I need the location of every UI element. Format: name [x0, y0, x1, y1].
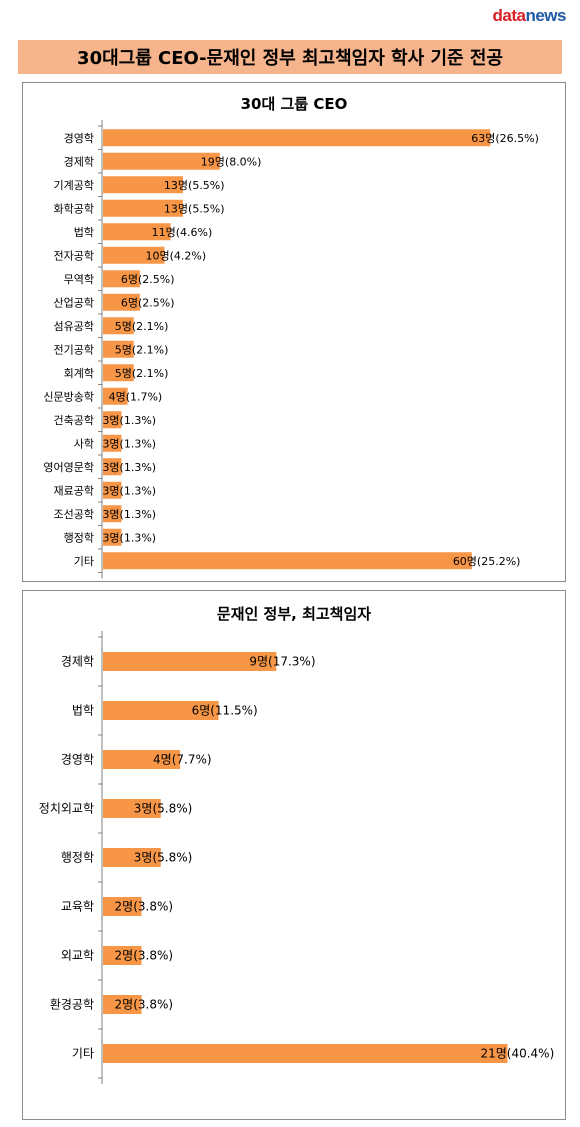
data-label: 60명(25.2%): [453, 555, 521, 568]
chart-ceo-majors: 30대 그룹 CEO 경영학 63명(26.5%) 경제학 19명(8.0%) 기계공학 1…: [43, 95, 539, 579]
bar: [103, 340, 134, 358]
data-label: 3명(5.8%): [134, 802, 193, 816]
bar: [103, 129, 491, 147]
bar: [103, 458, 122, 476]
category-label: 법학: [72, 704, 94, 718]
category-label: 기타: [72, 1047, 94, 1061]
chart-title: 문재인 정부, 최고책임자: [217, 605, 371, 623]
bar: [103, 317, 134, 335]
bar: [103, 552, 472, 570]
data-label: 11명(4.6%): [152, 226, 213, 239]
category-label: 조선공학: [54, 508, 94, 521]
bar: [103, 364, 134, 382]
bar: [103, 528, 122, 546]
category-label: 교육학: [61, 900, 94, 914]
category-label: 경영학: [61, 753, 94, 767]
bar: [103, 199, 183, 217]
category-label: 신문방송학: [43, 390, 94, 403]
category-label: 경제학: [64, 155, 94, 168]
category-label: 행정학: [61, 850, 94, 865]
data-label: 5명(2.1%): [115, 343, 169, 356]
category-label: 법학: [74, 226, 94, 239]
bar: [103, 411, 122, 429]
data-label: 3명(1.3%): [102, 531, 156, 544]
bar: [103, 223, 171, 241]
category-label: 산업공학: [54, 296, 94, 309]
category-label: 섬유공학: [54, 320, 94, 333]
category-label: 사학: [74, 437, 94, 450]
category-label: 경영학: [64, 132, 94, 145]
bar: [103, 270, 140, 288]
category-label: 환경공학: [50, 998, 94, 1012]
data-label: 19명(8.0%): [201, 155, 262, 168]
logo-part-data: data: [492, 6, 526, 25]
category-label: 영어영문학: [43, 461, 94, 474]
bar: [103, 246, 165, 264]
data-label: 3명(1.3%): [102, 414, 156, 427]
data-label: 3명(5.8%): [134, 851, 193, 865]
data-label: 10명(4.2%): [145, 249, 206, 262]
category-label: 외교학: [61, 949, 94, 963]
category-label: 회계학: [64, 367, 94, 380]
category-label: 전기공학: [54, 343, 94, 356]
data-label: 21명(40.4%): [480, 1047, 554, 1061]
category-label: 건축공학: [54, 414, 94, 427]
data-label: 13명(5.5%): [164, 202, 225, 215]
data-label: 5명(2.1%): [115, 367, 169, 380]
data-label: 4명(7.7%): [153, 753, 212, 767]
data-label: 2명(3.8%): [115, 900, 174, 914]
data-label: 4명(1.7%): [109, 390, 163, 403]
data-label: 3명(1.3%): [102, 461, 156, 474]
category-label: 기타: [74, 555, 94, 568]
bar: [103, 152, 220, 170]
page-title: 30대그룹 CEO-문재인 정부 최고책임자 학사 기준 전공: [18, 40, 562, 74]
category-label: 기계공학: [54, 179, 94, 192]
data-label: 3명(1.3%): [102, 508, 156, 521]
bar: [103, 701, 219, 720]
data-label: 2명(3.8%): [115, 949, 174, 963]
data-label: 6명(2.5%): [121, 296, 175, 309]
datanews-logo: datanews: [493, 6, 567, 26]
data-label: 2명(3.8%): [115, 998, 174, 1012]
category-label: 무역학: [64, 273, 94, 286]
data-label: 9명(17.3%): [249, 655, 315, 669]
category-label: 재료공학: [54, 484, 94, 497]
bar: [103, 799, 161, 818]
bar: [103, 434, 122, 452]
bar: [103, 505, 122, 523]
logo-part-news: news: [525, 6, 566, 25]
data-label: 6명(11.5%): [192, 704, 258, 718]
bar: [103, 1044, 508, 1063]
category-label: 행정학: [64, 531, 94, 544]
data-label: 3명(1.3%): [102, 484, 156, 497]
data-label: 6명(2.5%): [121, 273, 175, 286]
category-label: 경제학: [61, 655, 94, 669]
category-label: 화학공학: [54, 202, 94, 215]
category-label: 전자공학: [54, 249, 94, 262]
bar: [103, 848, 161, 867]
bar: [103, 995, 142, 1014]
bar: [103, 750, 181, 769]
bar: [103, 897, 142, 916]
chart-panel-ceo: 30대 그룹 CEO 경영학 63명(26.5%) 경제학 19명(8.0%) 기계공학 1…: [22, 82, 566, 582]
data-label: 13명(5.5%): [164, 179, 225, 192]
bar: [103, 176, 183, 194]
data-label: 3명(1.3%): [102, 437, 156, 450]
bar: [103, 293, 140, 311]
bar: [103, 652, 277, 671]
data-label: 5명(2.1%): [115, 320, 169, 333]
chart-title: 30대 그룹 CEO: [241, 95, 348, 113]
bar: [103, 946, 142, 965]
bar: [103, 481, 122, 499]
bar: [103, 387, 128, 405]
category-label: 정치외교학: [39, 802, 94, 816]
data-label: 63명(26.5%): [471, 132, 539, 145]
